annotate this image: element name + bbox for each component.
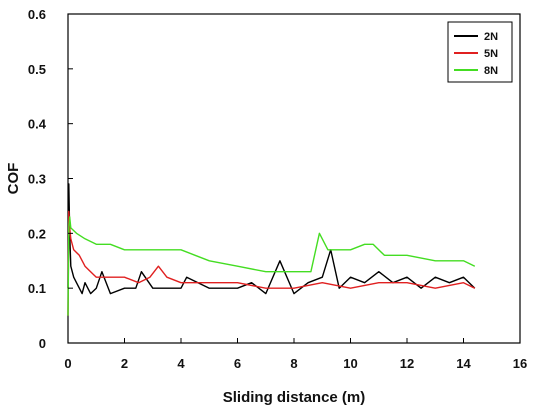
x-tick-label: 14 <box>456 356 471 371</box>
x-tick-label: 0 <box>64 356 71 371</box>
series-line-8N <box>67 216 476 316</box>
series-group <box>67 183 476 316</box>
x-tick-label: 2 <box>121 356 128 371</box>
y-axis-title: COF <box>5 163 22 195</box>
y-tick-label: 0.2 <box>28 226 46 241</box>
x-tick-label: 16 <box>513 356 527 371</box>
x-tick-label: 8 <box>290 356 297 371</box>
series-line-5N <box>67 210 476 316</box>
x-tick-label: 10 <box>343 356 357 371</box>
legend: 2N 5N 8N <box>447 21 513 83</box>
y-tick-label: 0.4 <box>28 117 47 132</box>
x-axis-title: Sliding distance (m) <box>223 389 366 406</box>
series-line-2N <box>67 183 476 295</box>
legend-box <box>447 21 513 83</box>
y-tick-label: 0.6 <box>28 7 46 22</box>
y-tick-label: 0.5 <box>28 62 46 77</box>
y-tick-label: 0 <box>39 336 46 351</box>
axes-group: 0 2 4 6 8 10 12 14 16 0 0.1 0.2 0.3 0.4 0.5 0.6 <box>28 7 527 371</box>
x-tick-label: 4 <box>177 356 185 371</box>
legend-label-2N: 2N <box>484 31 498 43</box>
legend-label-5N: 5N <box>484 48 498 60</box>
x-tick-label: 12 <box>400 356 414 371</box>
y-tick-label: 0.1 <box>28 281 46 296</box>
y-tick-label: 0.3 <box>28 172 46 187</box>
legend-label-8N: 8N <box>484 65 498 77</box>
x-tick-label: 6 <box>234 356 241 371</box>
